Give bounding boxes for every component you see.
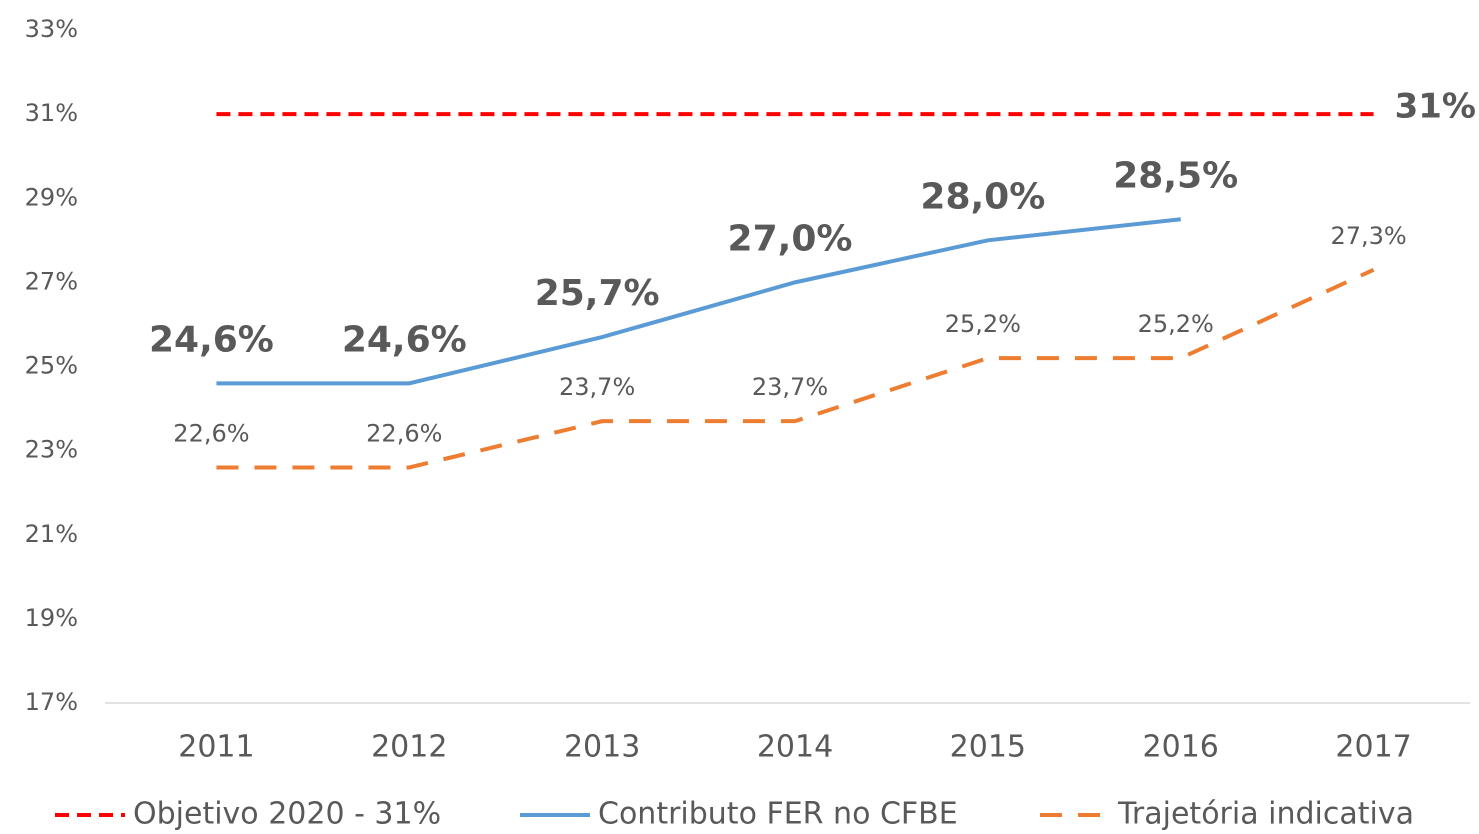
data-label: 22,6% <box>366 419 442 447</box>
y-tick-label: 29% <box>25 183 78 211</box>
data-label: 25,7% <box>535 273 660 314</box>
legend-label: Contributo FER no CFBE <box>598 797 958 832</box>
y-tick-label: 23% <box>25 436 78 464</box>
data-label: 24,6% <box>342 319 467 360</box>
data-label: 23,7% <box>752 373 828 401</box>
x-tick-label: 2013 <box>564 730 640 765</box>
y-tick-label: 21% <box>25 520 78 548</box>
data-label: 27,3% <box>1330 222 1406 250</box>
y-tick-label: 17% <box>25 688 78 716</box>
x-tick-label: 2012 <box>371 730 447 765</box>
legend-label: Trajetória indicativa <box>1117 797 1414 832</box>
data-label: 25,2% <box>1138 310 1214 338</box>
legend-label: Objetivo 2020 - 31% <box>133 797 441 832</box>
y-tick-label: 25% <box>25 352 78 380</box>
series-line <box>216 217 1181 386</box>
x-tick-label: 2016 <box>1143 730 1219 765</box>
y-tick-label: 33% <box>25 15 78 43</box>
series-line <box>216 267 1375 470</box>
data-label: 25,2% <box>945 310 1021 338</box>
data-label: 22,6% <box>173 419 249 447</box>
y-tick-label: 31% <box>25 99 78 127</box>
data-label: 23,7% <box>559 373 635 401</box>
x-tick-label: 2017 <box>1335 730 1411 765</box>
data-label: 28,0% <box>920 176 1045 217</box>
y-tick-label: 27% <box>25 267 78 295</box>
x-tick-label: 2015 <box>950 730 1026 765</box>
x-tick-label: 2011 <box>178 730 254 765</box>
data-label: 24,6% <box>149 319 274 360</box>
y-tick-label: 19% <box>25 604 78 632</box>
x-tick-label: 2014 <box>757 730 833 765</box>
data-label: 27,0% <box>728 218 853 259</box>
data-label: 31% <box>1395 87 1476 127</box>
data-label: 28,5% <box>1113 155 1238 196</box>
